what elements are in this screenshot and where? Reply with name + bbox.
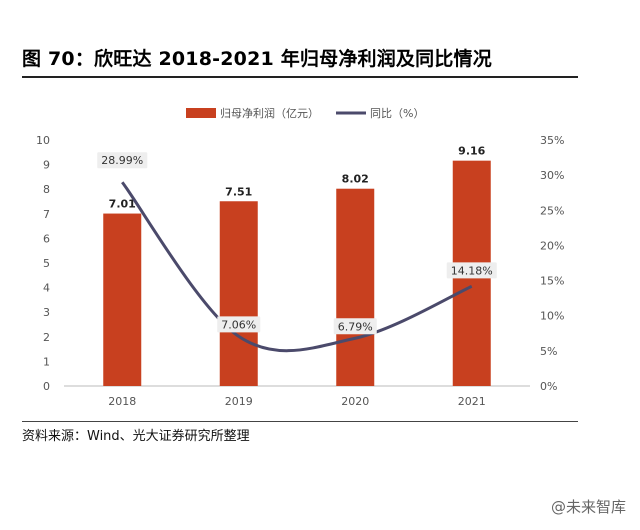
left-axis-tick: 5 bbox=[43, 257, 50, 270]
x-axis-tick: 2018 bbox=[108, 395, 136, 408]
title-divider bbox=[22, 76, 578, 78]
right-axis-tick: 10% bbox=[540, 310, 564, 323]
line-label-box bbox=[97, 152, 148, 169]
bar-value-label: 7.01 bbox=[109, 198, 136, 211]
line-label-box bbox=[217, 316, 261, 333]
right-axis-tick: 35% bbox=[540, 134, 564, 147]
line-label-box bbox=[333, 318, 377, 335]
right-axis-tick: 20% bbox=[540, 239, 564, 252]
bar-value-label: 9.16 bbox=[458, 145, 485, 158]
legend-bar-swatch bbox=[186, 108, 216, 118]
bar bbox=[336, 188, 375, 386]
x-axis-tick: 2020 bbox=[341, 395, 369, 408]
left-axis-tick: 6 bbox=[43, 232, 50, 245]
right-axis-tick: 30% bbox=[540, 169, 564, 182]
legend-bar-label: 归母净利润（亿元） bbox=[220, 106, 319, 120]
bar-value-label: 8.02 bbox=[342, 173, 369, 186]
left-axis-tick: 10 bbox=[36, 134, 50, 147]
left-axis-tick: 9 bbox=[43, 159, 50, 172]
source-note: 资料来源：Wind、光大证券研究所整理 bbox=[22, 429, 250, 444]
x-axis-tick: 2019 bbox=[225, 395, 253, 408]
bar bbox=[103, 213, 142, 386]
x-axis-tick: 2021 bbox=[458, 395, 486, 408]
watermark-text: @未来智库 bbox=[550, 498, 626, 516]
right-axis-tick: 0% bbox=[540, 380, 557, 393]
bar bbox=[219, 201, 258, 386]
line-value-label: 28.99% bbox=[101, 154, 143, 167]
left-axis-tick: 1 bbox=[43, 355, 50, 368]
right-axis-tick: 15% bbox=[540, 275, 564, 288]
left-axis-tick: 4 bbox=[43, 282, 50, 295]
line-value-label: 7.06% bbox=[221, 318, 256, 331]
left-axis-tick: 2 bbox=[43, 331, 50, 344]
line-label-box bbox=[446, 262, 497, 279]
source-divider bbox=[22, 421, 578, 422]
chart-title: 图 70：欣旺达 2018-2021 年归母净利润及同比情况 bbox=[22, 48, 492, 70]
left-axis-tick: 0 bbox=[43, 380, 50, 393]
bar-value-label: 7.51 bbox=[225, 185, 252, 198]
left-axis-tick: 7 bbox=[43, 208, 50, 221]
right-axis-tick: 5% bbox=[540, 345, 557, 358]
right-axis-tick: 25% bbox=[540, 204, 564, 217]
left-axis-tick: 3 bbox=[43, 306, 50, 319]
bar-line-chart: 归母净利润（亿元） 同比（%） 0 1 2 3 4 5 6 7 8 9 10 0% 5% 10% 15% 20% 2… bbox=[36, 106, 564, 408]
yoy-line bbox=[121, 181, 473, 353]
line-value-label: 6.79% bbox=[338, 320, 373, 333]
legend-line-label: 同比（%） bbox=[370, 107, 424, 120]
left-axis-tick: 8 bbox=[43, 183, 50, 196]
line-value-label: 14.18% bbox=[451, 264, 493, 277]
